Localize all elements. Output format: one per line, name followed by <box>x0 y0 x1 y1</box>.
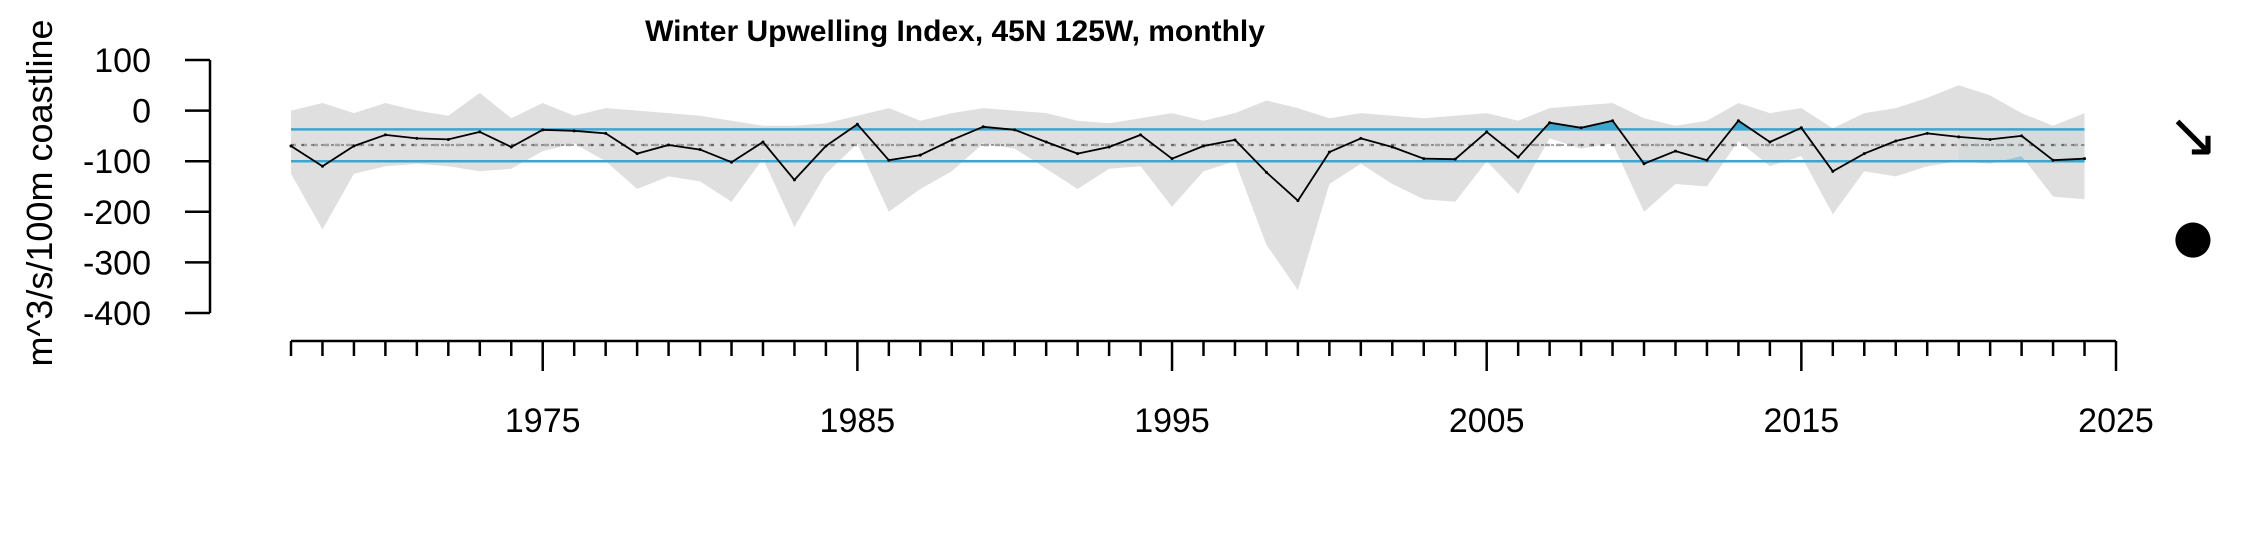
data-point <box>1862 152 1866 156</box>
y-axis: 100 0 -100 -200 -300 -400 <box>83 42 212 333</box>
data-point <box>761 140 765 144</box>
data-point <box>478 130 482 134</box>
data-point <box>855 122 859 126</box>
data-point <box>1485 130 1489 134</box>
data-point <box>1013 128 1017 132</box>
y-ticks: 100 0 -100 -200 -300 -400 <box>83 42 210 333</box>
data-point <box>1202 144 1205 148</box>
data-point <box>1233 138 1237 142</box>
data-point <box>1107 145 1111 149</box>
x-tick-label: 1975 <box>505 402 581 440</box>
data-point <box>1296 199 1300 203</box>
x-tick-label: 2015 <box>1764 402 1840 440</box>
data-point <box>1925 131 1929 135</box>
x-ticks: 1975 1985 1995 2005 2015 2025 <box>289 341 2154 440</box>
data-point <box>981 125 985 129</box>
y-tick-label: 0 <box>132 93 151 131</box>
data-point <box>1894 139 1898 143</box>
data-point <box>446 137 450 141</box>
data-point <box>824 144 828 148</box>
x-tick-label: 2025 <box>2078 402 2154 440</box>
status-dot-icon: ● <box>2173 209 2213 263</box>
data-point <box>2083 157 2087 161</box>
x-tick-label: 2005 <box>1449 402 1525 440</box>
data-point <box>1768 140 1772 144</box>
x-tick-label: 1985 <box>820 402 896 440</box>
data-point <box>1422 157 1426 161</box>
data-point <box>1548 121 1552 125</box>
y-tick-label: -300 <box>83 244 151 282</box>
data-point <box>950 138 954 142</box>
data-point <box>1327 150 1331 154</box>
data-point <box>289 144 293 148</box>
data-point <box>352 144 356 148</box>
data-point <box>1579 126 1583 130</box>
y-tick-label: -400 <box>83 295 151 333</box>
x-axis: 1975 1985 1995 2005 2015 2025 <box>289 339 2154 440</box>
data-point <box>635 152 639 156</box>
data-point <box>1359 136 1363 140</box>
data-point <box>1673 149 1677 153</box>
data-point <box>1799 126 1803 130</box>
data-point <box>415 136 419 140</box>
data-point <box>1611 119 1615 123</box>
chart-title: Winter Upwelling Index, 45N 125W, monthl… <box>645 15 1265 48</box>
data-point <box>320 164 324 168</box>
series-line <box>290 119 2085 202</box>
uncertainty-ribbon <box>291 85 2085 291</box>
data-point <box>1390 145 1394 149</box>
x-tick-label: 1995 <box>1134 402 1210 440</box>
data-point <box>1957 135 1961 139</box>
data-point <box>1516 155 1520 159</box>
data-point <box>792 178 796 182</box>
data-point <box>2020 134 2024 138</box>
data-point <box>383 133 387 137</box>
data-point <box>572 129 576 133</box>
data-point <box>1831 169 1835 173</box>
data-point <box>1642 162 1646 166</box>
y-tick-label: 100 <box>94 42 151 80</box>
data-point <box>604 131 608 135</box>
data-point <box>1736 119 1740 123</box>
y-tick-label: -200 <box>83 194 151 232</box>
plot-area <box>289 85 2087 291</box>
data-point <box>509 145 513 149</box>
data-point <box>887 158 891 162</box>
data-point <box>1139 133 1143 137</box>
data-point <box>667 143 671 147</box>
data-point <box>1076 152 1080 156</box>
data-point <box>1705 158 1709 162</box>
trend-arrow-icon: ↘ <box>2167 98 2219 171</box>
data-point <box>1988 137 1992 141</box>
data-point <box>2051 158 2055 162</box>
data-point <box>1264 170 1268 174</box>
data-point <box>698 148 702 152</box>
data-point <box>918 153 922 157</box>
data-point <box>1453 157 1457 161</box>
data-point <box>730 160 734 164</box>
y-tick-label: -100 <box>83 143 151 181</box>
y-axis-label: m^3/s/100m coastline <box>19 19 60 366</box>
data-point <box>1170 157 1174 161</box>
data-point <box>541 128 545 132</box>
data-point <box>1044 140 1048 144</box>
